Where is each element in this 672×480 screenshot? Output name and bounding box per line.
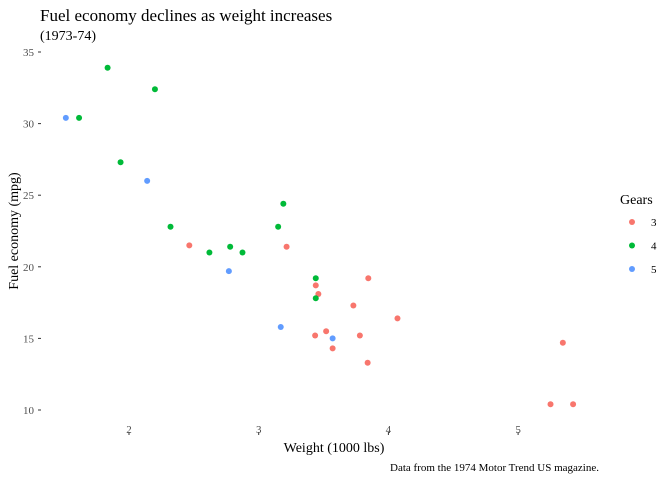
- data-point-gear-3: [365, 275, 372, 282]
- data-point-gear-3: [312, 282, 319, 289]
- chart-subtitle: (1973-74): [40, 29, 96, 44]
- y-tick-label: 20: [23, 262, 35, 274]
- data-point-gear-3: [356, 332, 363, 339]
- data-point-gear-5: [277, 323, 284, 330]
- data-point-gear-4: [104, 64, 111, 71]
- data-point-gear-3: [283, 243, 290, 250]
- data-point-gear-3: [559, 339, 566, 346]
- data-point-gear-4: [76, 114, 83, 121]
- legend: Gears 3 4 5: [620, 193, 657, 276]
- data-point-gear-4: [280, 200, 287, 207]
- x-tick-label: 5: [515, 424, 521, 436]
- data-point-gear-3: [186, 242, 193, 249]
- data-point-gear-5: [329, 335, 336, 342]
- data-point-gear-3: [312, 332, 319, 339]
- data-point-gear-4: [227, 243, 234, 250]
- data-point-gear-4: [117, 159, 124, 166]
- data-point-gear-3: [350, 302, 357, 309]
- data-point-gear-4: [167, 223, 174, 230]
- x-axis: 2 3 4 5: [126, 424, 521, 436]
- legend-label: 3: [651, 217, 657, 229]
- chart-title: Fuel economy declines as weight increase…: [40, 6, 332, 25]
- data-point-gear-3: [547, 401, 554, 408]
- data-point-gear-3: [329, 345, 336, 352]
- legend-label: 5: [651, 264, 657, 276]
- legend-title: Gears: [620, 193, 653, 208]
- legend-key-4: [629, 242, 635, 249]
- y-tick-label: 25: [23, 190, 35, 202]
- x-tick-label: 3: [256, 424, 262, 436]
- data-points: [62, 64, 577, 408]
- data-point-gear-4: [206, 249, 213, 256]
- data-point-gear-3: [364, 359, 371, 366]
- data-point-gear-3: [394, 315, 401, 322]
- legend-label: 4: [651, 241, 657, 253]
- data-point-gear-5: [62, 114, 69, 121]
- data-point-gear-3: [570, 401, 577, 408]
- data-point-gear-4: [239, 249, 246, 256]
- data-point-gear-5: [225, 268, 232, 275]
- x-tick-label: 4: [386, 424, 392, 436]
- data-point-gear-4: [312, 295, 319, 302]
- chart-caption: Data from the 1974 Motor Trend US magazi…: [390, 462, 599, 474]
- x-tick-label: 2: [126, 424, 132, 436]
- y-tick-label: 10: [23, 405, 35, 417]
- data-point-gear-3: [315, 291, 322, 298]
- data-point-gear-4: [312, 275, 319, 282]
- y-axis-title: Fuel economy (mpg): [7, 172, 22, 290]
- legend-key-5: [629, 266, 635, 272]
- y-tick-label: 35: [23, 47, 35, 59]
- legend-key-3: [629, 219, 635, 225]
- data-point-gear-3: [323, 328, 330, 335]
- data-point-gear-5: [144, 177, 151, 184]
- y-tick-label: 15: [23, 333, 35, 345]
- y-tick-label: 30: [23, 119, 35, 131]
- data-point-gear-4: [275, 223, 282, 230]
- data-point-gear-4: [151, 86, 158, 93]
- x-axis-title: Weight (1000 lbs): [284, 441, 385, 456]
- y-axis: 10 15 20 25 30 35: [23, 47, 41, 417]
